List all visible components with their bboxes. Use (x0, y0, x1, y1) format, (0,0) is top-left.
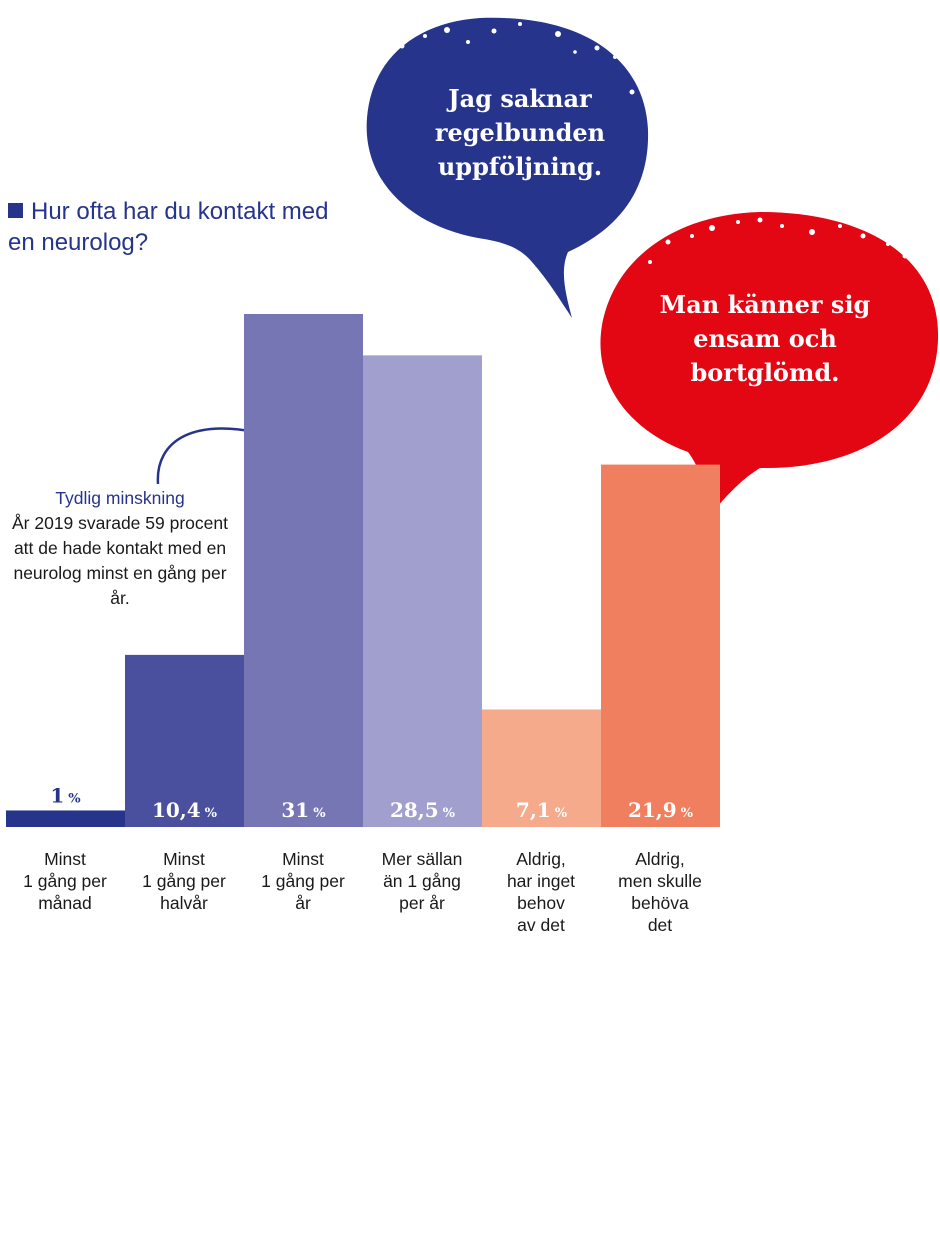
bar-value-label: 28,5% (390, 798, 456, 822)
category-label: Minst 1 gång per år (261, 849, 345, 913)
quote-text-1: Jag saknar regelbunden uppföljning. (434, 84, 606, 181)
title-square-icon (8, 203, 23, 218)
category-label: Minst 1 gång per halvår (142, 849, 226, 913)
bar (601, 464, 720, 827)
chart-title: Hur ofta har du kontakt med en neurolog? (8, 196, 348, 258)
category-label: Minst 1 gång per månad (23, 849, 107, 913)
bar (244, 314, 363, 827)
annotation-body: År 2019 svarade 59 procent att de hade k… (12, 513, 228, 608)
bar-value-label: 31% (281, 798, 326, 822)
annotation-heading: Tydlig minskning (55, 488, 185, 508)
speech-bubble-blue (366, 17, 649, 319)
bar-value-label: 21,9% (628, 798, 694, 822)
chart-title-text: Hur ofta har du kontakt med en neurolog? (8, 198, 329, 256)
speech-bubble-red (600, 212, 939, 522)
bar (6, 810, 125, 827)
bar (125, 654, 244, 827)
category-label: Aldrig, men skulle behöva det (618, 849, 702, 935)
annotation-note: Tydlig minskning År 2019 svarade 59 proc… (10, 486, 230, 611)
category-label: Aldrig, har inget behov av det (506, 849, 576, 935)
bar (363, 355, 482, 827)
bar-value-label: 1% (50, 783, 81, 807)
bar-value-label: 7,1% (516, 798, 568, 822)
bar (482, 709, 601, 827)
bars-group (6, 314, 720, 827)
bar-value-label: 10,4% (152, 798, 218, 822)
value-labels-group: 1% 10,4% 31% 28,5% 7,1% 21,9% (50, 783, 693, 822)
category-label: Mer sällan än 1 gång per år (381, 849, 463, 913)
quote-text-2: Man känner sig ensam och bortglömd. (659, 290, 871, 387)
